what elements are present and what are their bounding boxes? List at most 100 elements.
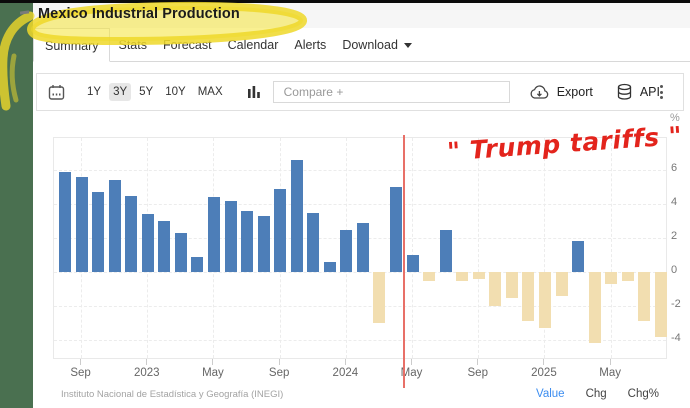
chart-bar[interactable]: [373, 272, 386, 323]
x-tick-label: Sep: [70, 367, 91, 379]
chart-bar[interactable]: [621, 272, 634, 281]
range-max-button[interactable]: MAX: [197, 86, 223, 98]
v-gridline: [478, 138, 480, 358]
tab-alerts[interactable]: Alerts: [294, 38, 327, 52]
chart-bar[interactable]: [241, 210, 254, 272]
x-tick-label: 2025: [531, 367, 557, 379]
chart-bar[interactable]: [59, 171, 71, 272]
chart-bar[interactable]: [522, 272, 535, 322]
database-icon: [617, 83, 631, 100]
calendar-icon[interactable]: [48, 84, 65, 101]
chart-bar[interactable]: [323, 261, 336, 272]
chart-bar[interactable]: [555, 272, 568, 296]
chart-bar[interactable]: [356, 222, 369, 272]
y-tick-label: 4: [671, 196, 678, 208]
bar-chart-icon[interactable]: [247, 84, 261, 100]
chart-bar[interactable]: [75, 176, 88, 272]
chart-bar[interactable]: [472, 272, 485, 279]
chart-bar[interactable]: [390, 187, 402, 272]
v-gridline: [412, 138, 414, 358]
chart-bar[interactable]: [224, 200, 237, 272]
x-tick-label: May: [400, 367, 423, 379]
footer-links: Value Chg Chg%: [536, 388, 659, 400]
chart-bar[interactable]: [207, 197, 220, 272]
range-10y-button[interactable]: 10Y: [165, 86, 186, 98]
chart-bar[interactable]: [141, 214, 154, 272]
range-1y-button[interactable]: 1Y: [87, 86, 102, 98]
api-label: API: [639, 85, 660, 99]
chart-bar[interactable]: [439, 229, 452, 272]
chart-bar[interactable]: [307, 212, 320, 272]
x-tick-label: May: [599, 367, 622, 379]
chg-link[interactable]: Chg: [585, 388, 607, 400]
red-line-annotation: [402, 135, 405, 388]
chart-bar[interactable]: [538, 272, 551, 329]
compare-input[interactable]: [272, 81, 510, 103]
x-tick-label: 2023: [133, 367, 160, 379]
tab-calendar[interactable]: Calendar: [227, 38, 279, 52]
x-tick-label: Sep: [268, 367, 290, 379]
y-tick-label: 0: [671, 264, 678, 276]
x-tick-mark: [212, 359, 214, 365]
export-button[interactable]: Export: [529, 84, 593, 100]
chart-plot-area: [53, 137, 667, 359]
y-tick-label: 2: [671, 230, 678, 242]
x-tick-label: Sep: [467, 367, 488, 379]
chart-bar[interactable]: [125, 195, 138, 272]
chart-bar[interactable]: [505, 272, 518, 298]
y-tick-label: -4: [671, 332, 681, 344]
chart-bar[interactable]: [572, 241, 585, 272]
v-gridline: [544, 138, 546, 358]
chart-bar[interactable]: [92, 192, 105, 272]
range-3y-button[interactable]: 3Y: [109, 83, 132, 101]
tab-stats[interactable]: Stats: [118, 38, 147, 52]
export-label: Export: [556, 85, 593, 99]
value-link[interactable]: Value: [536, 388, 565, 400]
chart-bar[interactable]: [158, 221, 171, 272]
tab-bar: Summary Stats Forecast Calendar Alerts D…: [33, 28, 690, 62]
tab-forecast[interactable]: Forecast: [162, 38, 212, 52]
y-tick-label: -2: [671, 298, 681, 310]
window-top-border: [0, 0, 690, 3]
tab-download-label: Download: [342, 38, 398, 52]
x-tick-label: May: [202, 367, 224, 379]
chart-bar[interactable]: [489, 272, 502, 306]
chart-bar[interactable]: [588, 272, 601, 344]
tab-summary[interactable]: Summary: [33, 28, 111, 62]
range-selector: 1Y 3Y 5Y 10Y MAX: [83, 83, 231, 101]
chart-bar[interactable]: [257, 215, 270, 272]
x-tick-mark: [411, 359, 413, 365]
y-tick-label: 6: [671, 162, 678, 174]
h-gridline: [54, 169, 666, 171]
chart-bar[interactable]: [406, 255, 419, 272]
chart-bar[interactable]: [290, 159, 303, 272]
chg-pct-link[interactable]: Chg%: [627, 388, 659, 400]
chart-bar[interactable]: [638, 272, 651, 322]
chart-bar[interactable]: [174, 232, 187, 272]
chart-bar[interactable]: [191, 256, 204, 272]
x-tick-mark: [80, 359, 82, 365]
x-tick-mark: [146, 359, 148, 365]
chart-bar[interactable]: [605, 272, 618, 284]
chart-bar[interactable]: [423, 272, 436, 281]
chart-bar[interactable]: [340, 229, 353, 272]
range-5y-button[interactable]: 5Y: [139, 86, 154, 98]
h-gridline: [54, 339, 666, 341]
api-button[interactable]: API: [616, 83, 660, 101]
page-title: Mexico Industrial Production: [38, 6, 240, 22]
kebab-menu-icon[interactable]: [660, 85, 663, 99]
chevron-down-icon: [403, 43, 412, 49]
x-tick-mark: [278, 359, 280, 365]
v-gridline: [610, 138, 612, 358]
tab-download[interactable]: Download: [334, 28, 420, 61]
x-tick-mark: [609, 359, 611, 365]
chart-bar[interactable]: [274, 188, 287, 272]
chart-bar[interactable]: [456, 272, 469, 281]
x-tick-mark: [477, 359, 479, 365]
chart-bar[interactable]: [108, 180, 121, 272]
cloud-download-icon: [530, 85, 548, 99]
chart-toolbar: 1Y 3Y 5Y 10Y MAX Export: [36, 73, 684, 111]
h-gridline: [54, 271, 666, 273]
h-gridline: [54, 203, 666, 205]
chart-bar[interactable]: [654, 272, 667, 337]
